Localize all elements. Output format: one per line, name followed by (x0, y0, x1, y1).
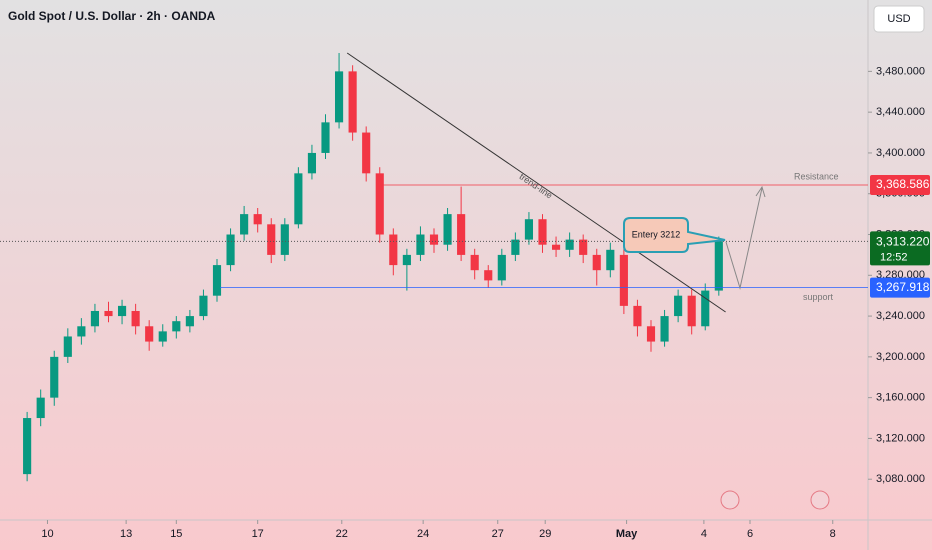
candle-body (104, 310, 113, 317)
candle-body (253, 214, 262, 225)
candle-body (484, 270, 493, 281)
candle-body (77, 326, 86, 337)
candle-body (619, 254, 628, 306)
current-price-box (870, 231, 930, 266)
candle-body (457, 214, 466, 255)
candle-body (579, 239, 588, 255)
currency-button[interactable] (873, 5, 925, 33)
y-tick-label: 3,160.000 (876, 392, 925, 404)
candle-body (131, 310, 140, 327)
candle-body (226, 234, 235, 266)
candle-body (348, 71, 357, 133)
x-tick-label: 15 (170, 528, 182, 540)
level-name: support (803, 292, 834, 302)
candle-body (565, 239, 574, 250)
x-tick-label: 13 (120, 528, 132, 540)
candle-body (90, 310, 100, 327)
current-price-label: 3,313.220 (876, 235, 930, 249)
x-tick-label: 10 (41, 528, 53, 540)
candle-body (199, 295, 208, 317)
entry-note: Entery 3212 (632, 229, 681, 239)
candle-body (23, 418, 32, 475)
candle-body (334, 71, 344, 123)
candle-body (646, 326, 656, 342)
candle-body (497, 254, 506, 281)
trend-line (346, 52, 726, 313)
candle-body (375, 173, 384, 235)
candle-body (524, 219, 534, 240)
candle-body (294, 173, 303, 225)
candle-body (606, 249, 615, 271)
projection-arrow (725, 185, 766, 290)
x-tick-label: 8 (830, 528, 836, 540)
y-tick-label: 3,440.000 (876, 106, 925, 118)
candle-body (416, 234, 425, 255)
candle-body (240, 214, 249, 235)
candle-body (687, 295, 696, 327)
candle-body (701, 290, 710, 327)
candle-body (511, 239, 520, 255)
countdown: 12:52 (880, 251, 908, 263)
level-name: Resistance (794, 171, 839, 181)
y-tick-label: 3,080.000 (876, 473, 925, 485)
candle-body (63, 336, 72, 357)
candle-body (714, 241, 723, 291)
candle-body (551, 244, 561, 250)
x-tick-label: 4 (701, 528, 707, 540)
x-tick-label: 6 (747, 528, 753, 540)
candle-body (402, 254, 411, 266)
candle-body (212, 265, 222, 296)
chart-title: Gold Spot / U.S. Dollar · 2h · OANDA (8, 9, 216, 23)
candle-body (660, 316, 669, 342)
candle-body (592, 254, 601, 271)
candle-body (307, 152, 317, 174)
entry-callout (623, 217, 726, 253)
x-tick-label: 27 (492, 528, 504, 540)
candle-body (267, 224, 276, 255)
event-icon (810, 490, 830, 510)
candle-body (145, 326, 154, 342)
x-tick-label: 29 (539, 528, 551, 540)
candle-body (158, 331, 167, 342)
candle-body (429, 234, 439, 245)
y-tick-label: 3,400.000 (876, 147, 925, 159)
event-icon (720, 490, 740, 510)
candle-body (633, 305, 642, 327)
y-tick-label: 3,200.000 (876, 351, 925, 363)
x-tick-label: 22 (336, 528, 348, 540)
y-tick-label: 3,120.000 (876, 432, 925, 444)
x-tick-label: 17 (252, 528, 264, 540)
candle-body (321, 122, 330, 153)
price-label-box (870, 174, 930, 195)
candle-body (36, 397, 45, 419)
candle-body (172, 321, 181, 332)
y-tick-label: 3,480.000 (876, 65, 925, 77)
price-label-box (870, 277, 930, 298)
candle-body (470, 254, 479, 271)
candle-body (280, 224, 289, 255)
candle-body (389, 234, 398, 266)
candle-body (674, 295, 683, 317)
candle-body (117, 305, 127, 317)
x-tick-label: May (616, 528, 638, 540)
candle-body (538, 219, 547, 245)
y-tick-label: 3,240.000 (876, 310, 925, 322)
candle-body (362, 132, 371, 174)
candle-body (50, 356, 59, 398)
currency[interactable]: USD (887, 13, 910, 25)
candle-body (185, 316, 194, 327)
x-tick-label: 24 (417, 528, 429, 540)
price-label: 3,368.586 (876, 177, 930, 191)
candle-body (443, 214, 452, 245)
price-label: 3,267.918 (876, 280, 930, 294)
